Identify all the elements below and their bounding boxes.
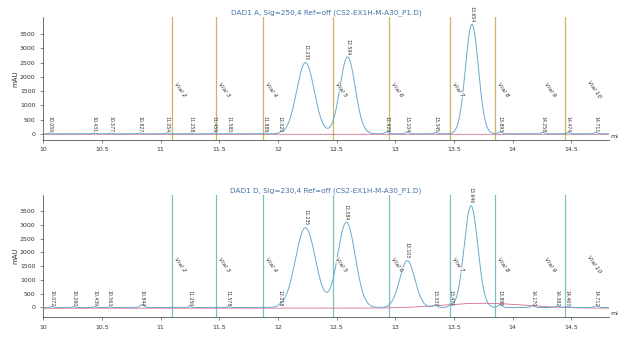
Text: Vial 10: Vial 10: [586, 255, 602, 275]
Text: Vial 10: Vial 10: [586, 80, 602, 100]
Text: 14.711: 14.711: [593, 116, 598, 132]
Text: 12.584: 12.584: [344, 204, 349, 220]
Text: Vial 6: Vial 6: [391, 81, 404, 98]
Text: 10.431: 10.431: [91, 116, 96, 132]
Text: 13.103: 13.103: [405, 242, 410, 258]
Text: 14.382: 14.382: [555, 290, 560, 306]
Text: 10.260: 10.260: [71, 290, 76, 306]
Text: 10.827: 10.827: [138, 116, 143, 132]
Text: Vial 9: Vial 9: [543, 81, 557, 98]
Text: 12.020: 12.020: [277, 116, 283, 132]
Text: 10.439: 10.439: [92, 290, 97, 306]
Text: Vial 5: Vial 5: [334, 81, 348, 98]
Text: 13.893: 13.893: [497, 116, 502, 132]
Text: 13.646: 13.646: [468, 187, 473, 204]
Text: 11.585: 11.585: [227, 116, 232, 132]
Text: Vial 2: Vial 2: [174, 81, 187, 98]
Text: 13.104: 13.104: [405, 116, 410, 132]
Title: DAD1 D, Sig=230,4 Ref=off (CS2-EX1H-M-A30_P1.D): DAD1 D, Sig=230,4 Ref=off (CS2-EX1H-M-A3…: [231, 187, 421, 194]
Text: 14.712: 14.712: [593, 290, 599, 306]
Text: Vial 7: Vial 7: [452, 257, 465, 273]
Text: 11.459: 11.459: [212, 116, 217, 132]
Text: 13.337: 13.337: [432, 290, 438, 306]
Text: 13.895: 13.895: [497, 290, 502, 306]
Text: Vial 4: Vial 4: [264, 257, 277, 273]
Text: Vial 4: Vial 4: [264, 81, 277, 98]
Y-axis label: mAU: mAU: [12, 248, 19, 264]
Text: min: min: [610, 311, 618, 316]
Text: Vial 8: Vial 8: [496, 257, 510, 273]
Y-axis label: mAU: mAU: [12, 70, 19, 87]
Text: 10.072: 10.072: [49, 290, 54, 306]
Text: 10.844: 10.844: [140, 290, 145, 306]
Text: 13.654: 13.654: [470, 6, 475, 22]
Text: 11.889: 11.889: [263, 116, 268, 132]
Text: Vial 2: Vial 2: [174, 257, 187, 273]
Text: 11.250: 11.250: [187, 290, 192, 306]
Text: 10.577: 10.577: [108, 116, 114, 132]
Text: 14.467: 14.467: [565, 290, 570, 306]
Text: 12.235: 12.235: [303, 209, 308, 225]
Text: 12.018: 12.018: [277, 290, 282, 306]
Text: 12.929: 12.929: [384, 116, 389, 132]
Text: Vial 5: Vial 5: [334, 257, 348, 273]
Text: 11.054: 11.054: [164, 116, 169, 132]
Text: 14.474: 14.474: [565, 116, 570, 132]
Text: Vial 3: Vial 3: [217, 81, 231, 98]
Text: Vial 6: Vial 6: [391, 257, 404, 273]
Title: DAD1 A, Sig=250,4 Ref=off (CS2-EX1H-M-A30_P1.D): DAD1 A, Sig=250,4 Ref=off (CS2-EX1H-M-A3…: [231, 9, 421, 16]
Text: 13.345: 13.345: [433, 116, 438, 132]
Text: 12.594: 12.594: [345, 39, 350, 55]
Text: 11.578: 11.578: [226, 290, 231, 306]
Text: 10.563: 10.563: [107, 290, 112, 306]
Text: 14.258: 14.258: [540, 116, 545, 132]
Text: Vial 3: Vial 3: [217, 257, 231, 273]
Text: Vial 8: Vial 8: [496, 81, 510, 98]
Text: 13.475: 13.475: [449, 290, 454, 306]
Text: 11.258: 11.258: [188, 116, 193, 132]
Text: 14.170: 14.170: [530, 290, 535, 306]
Text: Vial 9: Vial 9: [543, 257, 557, 273]
Text: Vial 7: Vial 7: [452, 81, 465, 98]
Text: 12.235: 12.235: [303, 44, 308, 60]
Text: 10.059: 10.059: [48, 116, 53, 132]
Text: min: min: [610, 134, 618, 139]
